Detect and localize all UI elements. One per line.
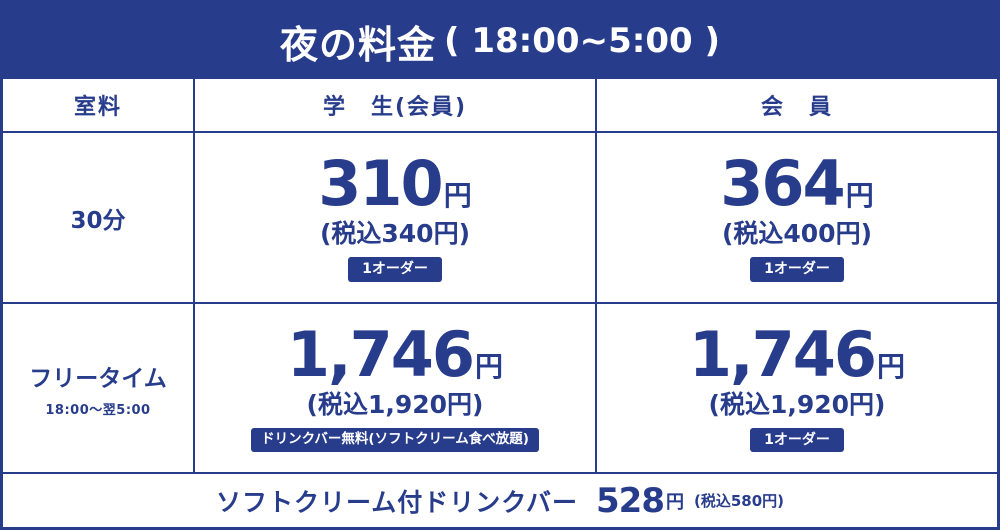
order-badge: 1オーダー bbox=[348, 257, 442, 282]
header-room-label: 室料 bbox=[73, 95, 122, 120]
price-line: 1,746 円 bbox=[287, 324, 503, 386]
tax-included-price: (税込1,920円) bbox=[708, 389, 886, 419]
row-30min-label: 30分 bbox=[3, 133, 195, 304]
yen-unit: 円 bbox=[845, 179, 874, 213]
header-room: 室料 bbox=[3, 79, 195, 133]
title-bar: 夜の料金 ( 18:00~5:00 ) bbox=[3, 3, 997, 79]
price-amount: 1,746 bbox=[286, 318, 475, 392]
page-title: 夜の料金 bbox=[279, 22, 436, 67]
header-member-label: 会 員 bbox=[760, 95, 833, 120]
price-cell-student-30min: 310 円 (税込340円) 1オーダー bbox=[195, 133, 597, 304]
footer-yen-unit: 円 bbox=[665, 491, 684, 513]
price-cell-student-freetime: 1,746 円 (税込1,920円) ドリンクバー無料(ソフトクリーム食べ放題) bbox=[195, 304, 597, 474]
yen-unit: 円 bbox=[475, 350, 504, 384]
order-badge: 1オーダー bbox=[750, 427, 844, 453]
price-amount: 310 bbox=[318, 147, 443, 221]
price-line: 364 円 bbox=[720, 153, 873, 215]
price-table: 室料 学 生(会員) 会 員 30分 310 円 (税込340円) 1オーダー … bbox=[3, 79, 997, 474]
row-time-range: 18:00〜翌5:00 bbox=[45, 402, 151, 418]
tax-included-price: (税込340円) bbox=[319, 219, 471, 249]
price-line: 1,746 円 bbox=[688, 317, 906, 391]
business-hours: ( 18:00~5:00 ) bbox=[443, 21, 721, 61]
order-badge: 1オーダー bbox=[750, 257, 844, 282]
tax-included-price: (税込400円) bbox=[721, 219, 873, 249]
footer-tax-included: (税込580円) bbox=[693, 492, 785, 510]
price-cell-member-30min: 364 円 (税込400円) 1オーダー bbox=[597, 133, 997, 304]
footer-drink-bar: ソフトクリーム付ドリンクバー 528 円 (税込580円) bbox=[3, 474, 997, 527]
tax-included-price: (税込1,920円) bbox=[306, 390, 484, 420]
price-line: 310 円 bbox=[318, 153, 471, 215]
footer-price: 528 bbox=[596, 480, 665, 521]
row-freetime-label: フリータイム 18:00〜翌5:00 bbox=[3, 304, 195, 474]
price-amount: 364 bbox=[720, 147, 845, 221]
price-cell-member-freetime: 1,746 円 (税込1,920円) 1オーダー bbox=[597, 304, 997, 474]
row-label: フリータイム bbox=[29, 365, 167, 392]
price-amount: 1,746 bbox=[688, 317, 877, 391]
drink-bar-badge: ドリンクバー無料(ソフトクリーム食べ放題) bbox=[251, 428, 539, 452]
header-student-label: 学 生(会員) bbox=[322, 95, 468, 120]
yen-unit: 円 bbox=[877, 349, 906, 383]
yen-unit: 円 bbox=[443, 179, 472, 213]
header-student: 学 生(会員) bbox=[195, 79, 597, 133]
footer-label: ソフトクリーム付ドリンクバー bbox=[215, 487, 578, 517]
row-label: 30分 bbox=[70, 207, 126, 234]
header-member: 会 員 bbox=[597, 79, 997, 133]
